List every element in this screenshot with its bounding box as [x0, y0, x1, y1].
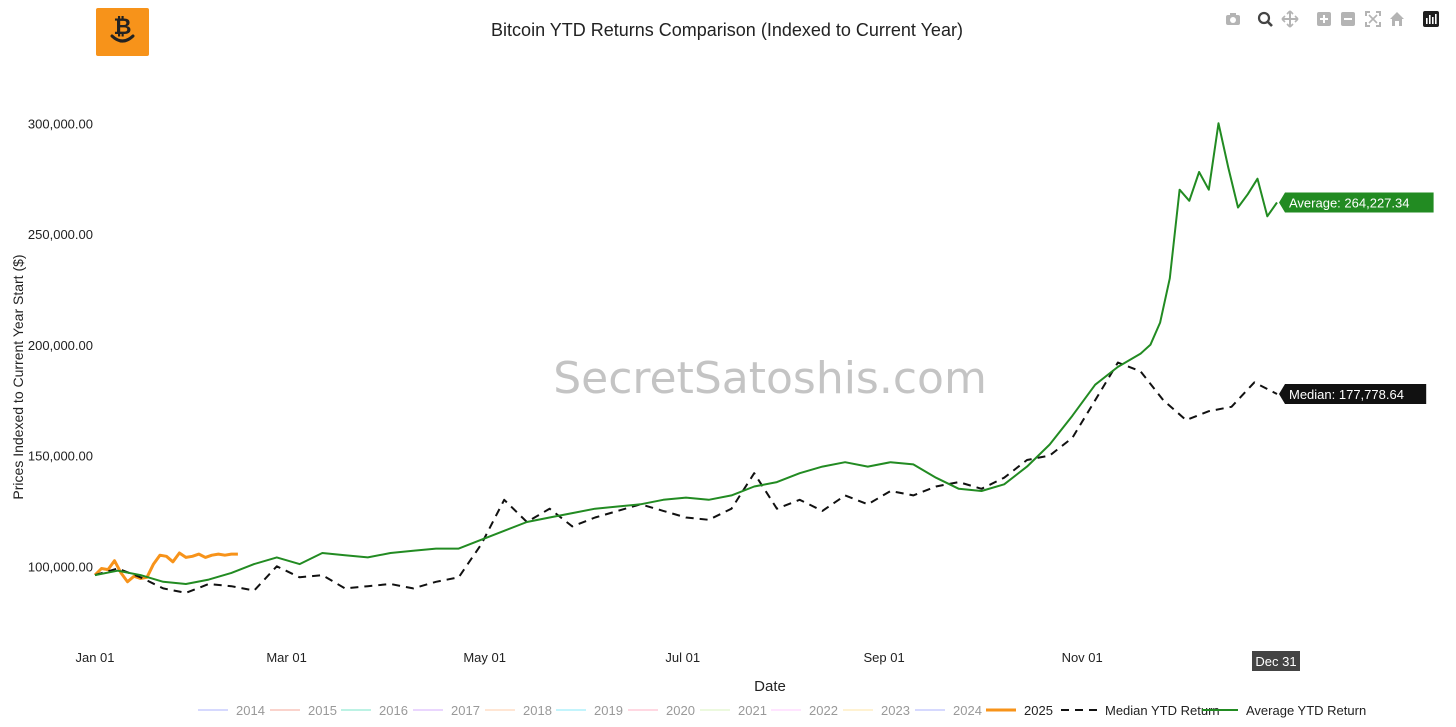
- y-tick-label: 150,000.00: [28, 449, 93, 464]
- legend-item[interactable]: 2022: [809, 703, 838, 718]
- x-tick-label: Mar 01: [266, 650, 306, 665]
- end-labels: Average: 264,227.34 Median: 177,778.64: [1279, 192, 1434, 405]
- legend-item[interactable]: 2018: [523, 703, 552, 718]
- end-label-text: Average: 264,227.34: [1289, 196, 1409, 211]
- legend-item[interactable]: 2016: [379, 703, 408, 718]
- hover-x-label: Dec 31: [1252, 651, 1300, 671]
- x-tick-label: May 01: [463, 650, 506, 665]
- x-axis-label: Date: [754, 678, 786, 695]
- end-label-box: [1279, 384, 1427, 405]
- watermark: SecretSatoshis.com: [553, 353, 987, 404]
- y-tick-label: 250,000.00: [28, 227, 93, 242]
- chart-title: Bitcoin YTD Returns Comparison (Indexed …: [491, 20, 963, 40]
- legend-item[interactable]: 2017: [451, 703, 480, 718]
- x-tick-label: Jan 01: [75, 650, 114, 665]
- zoom-icon[interactable]: [1256, 10, 1274, 28]
- y-tick-label: 300,000.00: [28, 116, 93, 131]
- legend-item[interactable]: Average YTD Return: [1246, 703, 1366, 718]
- legend-item[interactable]: 2019: [594, 703, 623, 718]
- chart-toolbar: [1224, 10, 1446, 30]
- end-label-text: Median: 177,778.64: [1289, 387, 1404, 402]
- camera-icon[interactable]: [1224, 10, 1242, 28]
- bitcoin-smiley-icon: ₿: [110, 15, 135, 43]
- x-tick-label: Nov 01: [1062, 650, 1103, 665]
- y-tick-label: 100,000.00: [28, 559, 93, 574]
- y-tick-label: 200,000.00: [28, 338, 93, 353]
- x-axis: Jan 01 Mar 01 May 01 Jul 01 Sep 01 Nov 01: [75, 650, 1102, 665]
- legend-item[interactable]: 2014: [236, 703, 265, 718]
- y-axis: 100,000.00 150,000.00 200,000.00 250,000.00…: [28, 116, 93, 574]
- autoscale-icon[interactable]: [1364, 10, 1382, 28]
- legend-item[interactable]: 2021: [738, 703, 767, 718]
- legend-item[interactable]: 2020: [666, 703, 695, 718]
- series-line-average-ytd-return: [94, 122, 1278, 585]
- pan-icon[interactable]: [1281, 10, 1299, 28]
- home-icon[interactable]: [1388, 10, 1406, 28]
- zoom-out-icon[interactable]: [1339, 10, 1357, 28]
- series-line-median-ytd-return: [94, 361, 1278, 594]
- legend-item[interactable]: 2023: [881, 703, 910, 718]
- legend: 2014 2015 2016 2017 2018 2019 2020 2021 2022 2023…: [198, 703, 1366, 718]
- legend-item[interactable]: 2015: [308, 703, 337, 718]
- legend-item[interactable]: 2025: [1024, 703, 1053, 718]
- x-tick-label: Sep 01: [863, 650, 904, 665]
- zoom-in-icon[interactable]: [1315, 10, 1333, 28]
- end-label-box: [1279, 192, 1434, 213]
- legend-item[interactable]: Median YTD Return: [1105, 703, 1220, 718]
- svg-text:₿: ₿: [114, 15, 132, 40]
- x-tick-label: Jul 01: [665, 650, 700, 665]
- legend-item[interactable]: 2024: [953, 703, 982, 718]
- plot-area: [93, 122, 1278, 594]
- y-axis-label: Prices Indexed to Current Year Start ($): [10, 254, 26, 499]
- hover-x-label-text: Dec 31: [1255, 654, 1296, 669]
- bitcoin-logo: ₿: [96, 8, 149, 56]
- plotly-logo-icon[interactable]: [1422, 10, 1440, 28]
- series-line-2025: [93, 551, 238, 584]
